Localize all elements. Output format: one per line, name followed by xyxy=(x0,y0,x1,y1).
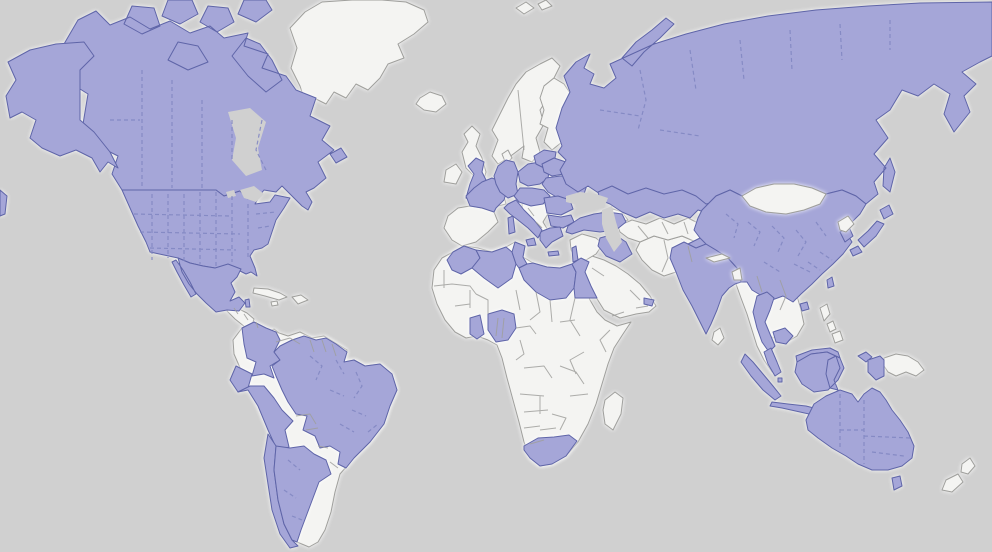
admin-borders-united-states xyxy=(133,192,277,266)
country-argentina[interactable] xyxy=(273,445,332,543)
country-mexico[interactable] xyxy=(171,257,246,313)
water-overlay-layer xyxy=(226,108,622,252)
region-iceland[interactable] xyxy=(415,91,447,113)
country-central-europe[interactable] xyxy=(513,187,551,207)
region-central-america[interactable] xyxy=(226,302,280,340)
region-philippines[interactable] xyxy=(819,303,844,344)
black-sea xyxy=(566,192,608,208)
gray-border-layer xyxy=(233,89,787,469)
country-algeria[interactable] xyxy=(471,246,517,289)
region-north-korea[interactable] xyxy=(837,215,855,233)
admin-borders-china xyxy=(725,213,833,273)
great-lakes xyxy=(226,186,264,202)
region-jamaica[interactable] xyxy=(270,300,279,307)
country-russia[interactable] xyxy=(0,1,992,217)
country-egypt[interactable] xyxy=(571,257,598,299)
region-new-zealand[interactable] xyxy=(941,457,976,493)
region-svalbard[interactable] xyxy=(515,0,553,15)
region-mongolia[interactable] xyxy=(741,183,827,215)
admin-borders-russia xyxy=(599,20,891,137)
region-cuba[interactable] xyxy=(252,287,288,301)
borders-africa xyxy=(433,270,611,445)
country-canada[interactable] xyxy=(63,0,348,211)
region-nepal[interactable] xyxy=(705,253,731,263)
country-greece[interactable] xyxy=(539,226,564,257)
country-romania[interactable] xyxy=(543,195,574,216)
admin-borders-argentina xyxy=(283,459,303,521)
country-italy[interactable] xyxy=(503,199,543,247)
country-ghana[interactable] xyxy=(469,314,485,340)
country-japan[interactable] xyxy=(849,204,894,257)
country-peru[interactable] xyxy=(237,385,294,453)
region-iberia[interactable] xyxy=(443,205,499,247)
region-bangladesh[interactable] xyxy=(731,267,743,281)
admin-border-layer xyxy=(110,20,911,521)
region-hispaniola[interactable] xyxy=(291,294,309,305)
country-cambodia[interactable] xyxy=(772,327,794,345)
country-uae[interactable] xyxy=(643,297,655,307)
country-south-africa[interactable] xyxy=(523,434,578,467)
region-ireland[interactable] xyxy=(443,163,463,185)
land-overlay-layer xyxy=(705,183,855,281)
region-madagascar[interactable] xyxy=(602,391,624,431)
country-germany-benelux[interactable] xyxy=(493,159,519,199)
region-arabia[interactable] xyxy=(580,255,657,319)
country-colombia[interactable] xyxy=(241,321,281,379)
hudson-bay xyxy=(228,108,266,176)
country-brazil[interactable] xyxy=(271,335,398,469)
admin-borders-australia xyxy=(839,394,911,464)
region-new-guinea[interactable] xyxy=(883,353,925,377)
borders-asia-white xyxy=(591,221,787,317)
caspian-sea xyxy=(602,206,622,252)
region-sri-lanka[interactable] xyxy=(711,327,725,346)
region-greenland[interactable] xyxy=(289,0,429,105)
admin-borders-canada xyxy=(110,70,267,190)
country-taiwan[interactable] xyxy=(826,276,835,289)
country-nigeria[interactable] xyxy=(487,309,517,343)
region-central-asia[interactable] xyxy=(617,217,707,243)
borders-misc xyxy=(233,89,543,329)
country-australia[interactable] xyxy=(805,387,915,491)
admin-borders-brazil xyxy=(309,355,379,433)
country-belize[interactable] xyxy=(244,298,251,308)
country-thailand[interactable] xyxy=(752,291,776,353)
country-singapore[interactable] xyxy=(777,377,783,383)
borders-south-america xyxy=(275,337,339,469)
